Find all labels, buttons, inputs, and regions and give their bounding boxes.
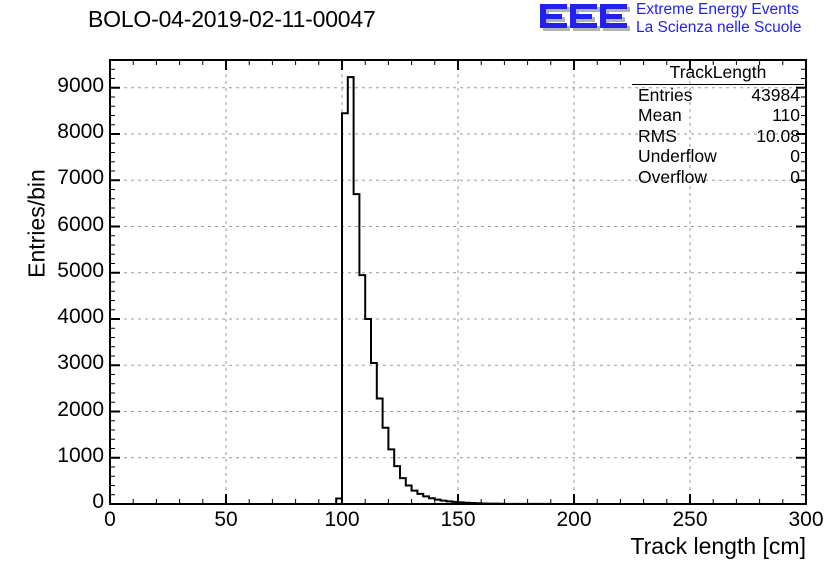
y-tick-label: 6000 bbox=[57, 212, 104, 236]
stats-key: Mean bbox=[638, 105, 682, 125]
y-tick-label: 8000 bbox=[57, 120, 104, 143]
y-tick-label: 0 bbox=[92, 490, 104, 513]
y-tick-label: 7000 bbox=[57, 166, 104, 190]
stats-value: 0 bbox=[790, 146, 800, 166]
eee-logo-mark bbox=[540, 4, 630, 31]
stats-row-overflow: Overflow 0 bbox=[632, 167, 804, 188]
y-tick-label: 9000 bbox=[57, 73, 104, 97]
x-tick-label: 200 bbox=[556, 508, 592, 531]
x-tick-label: 150 bbox=[440, 508, 476, 531]
stats-row-underflow: Underflow 0 bbox=[632, 146, 804, 167]
x-tick-label: 100 bbox=[324, 508, 360, 531]
x-tick-label: 250 bbox=[672, 508, 708, 531]
x-tick-label: 300 bbox=[788, 508, 824, 531]
stats-key: Underflow bbox=[638, 146, 717, 166]
y-tick-label: 1000 bbox=[57, 443, 104, 467]
x-tick-label: 50 bbox=[214, 508, 238, 531]
y-axis-tick-labels: 0 1000 2000 3000 4000 5000 6000 7000 8000 9000 bbox=[0, 0, 104, 572]
x-tick-label: 0 bbox=[104, 508, 116, 531]
eee-logo-text: Extreme Energy Events La Scienza nelle S… bbox=[636, 1, 836, 37]
page-title: BOLO-04-2019-02-11-00047 bbox=[88, 6, 376, 32]
eee-logo: Extreme Energy Events La Scienza nelle S… bbox=[540, 1, 834, 41]
stats-row-entries: Entries 43984 bbox=[632, 85, 804, 106]
eee-logo-line2: La Scienza nelle Scuole bbox=[636, 19, 802, 36]
y-tick-label: 2000 bbox=[57, 397, 104, 421]
stats-row-rms: RMS 10.08 bbox=[632, 126, 804, 147]
eee-logo-line1: Extreme Energy Events bbox=[636, 1, 799, 18]
y-tick-label: 3000 bbox=[57, 351, 104, 375]
stats-value: 0 bbox=[790, 166, 800, 187]
stats-title: TrackLength bbox=[632, 62, 804, 85]
stats-key: Entries bbox=[638, 84, 693, 105]
stats-row-mean: Mean 110 bbox=[632, 105, 804, 126]
stats-value: 43984 bbox=[751, 84, 800, 105]
stats-value: 10.08 bbox=[756, 125, 800, 146]
stats-rows: Entries 43984 Mean 110 RMS 10.08 Underflow 0 Ove… bbox=[632, 85, 804, 188]
y-tick-label: 4000 bbox=[57, 305, 104, 328]
axis-ticks bbox=[109, 59, 807, 505]
statistics-box[interactable]: TrackLength Entries 43984 Mean 110 RMS 10.08 U… bbox=[632, 62, 804, 187]
x-axis-title: Track length [cm] bbox=[630, 533, 806, 559]
y-tick-label: 5000 bbox=[57, 258, 104, 282]
stats-key: RMS bbox=[638, 125, 677, 146]
stats-value: 110 bbox=[772, 105, 800, 125]
stats-key: Overflow bbox=[638, 166, 708, 187]
